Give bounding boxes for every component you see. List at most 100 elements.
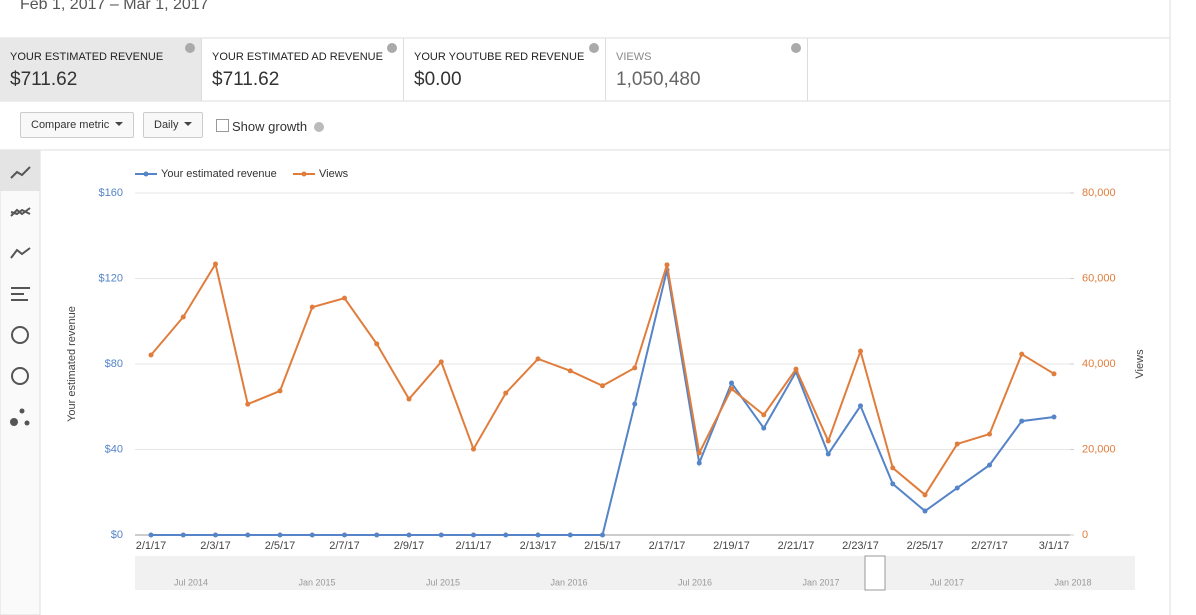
data-point: [890, 481, 896, 487]
data-point: [1051, 414, 1057, 420]
y-tick-label: $0: [111, 529, 123, 541]
x-tick-label: 2/25/17: [907, 540, 944, 552]
data-point: [374, 532, 380, 538]
data-point: [471, 532, 476, 538]
data-point: [954, 441, 960, 447]
help-icon[interactable]: [314, 122, 324, 132]
growth-label[interactable]: Show growth: [232, 119, 308, 134]
data-point: [761, 425, 767, 431]
data-point: [342, 295, 347, 301]
help-icon[interactable]: [589, 43, 599, 53]
data-point: [600, 383, 605, 389]
y2-tick-label: 40,000: [1082, 358, 1116, 370]
data-point: [987, 431, 992, 437]
x-tick-label: 2/27/17: [971, 540, 1008, 552]
data-point: [825, 451, 831, 457]
navigator-label: Jul 2015: [426, 577, 460, 587]
data-point: [277, 388, 283, 394]
series-line: [151, 269, 1055, 536]
y2-tick-label: 0: [1082, 529, 1088, 541]
data-point: [1019, 351, 1025, 357]
card-label: YOUR YOUTUBE RED REVENUE: [414, 51, 585, 63]
data-point: [245, 401, 251, 407]
card-value: 1,050,480: [616, 69, 701, 90]
navigator-label: Jul 2014: [174, 577, 208, 587]
metric-card[interactable]: YOUR ESTIMATED AD REVENUE $711.62: [202, 38, 404, 101]
data-point: [438, 359, 444, 365]
x-tick-label: 2/23/17: [842, 540, 879, 552]
data-point: [148, 532, 154, 538]
x-tick-label: 2/15/17: [584, 540, 621, 552]
navigator-label: Jul 2016: [678, 577, 712, 587]
data-point: [729, 386, 734, 392]
x-tick-label: 2/9/17: [394, 540, 425, 552]
navigator-label: Jul 2017: [930, 577, 964, 587]
metric-card[interactable]: YOUR ESTIMATED REVENUE $711.62: [0, 38, 202, 101]
card-label: VIEWS: [616, 51, 652, 63]
data-point: [342, 532, 347, 538]
series-line: [150, 261, 1055, 497]
navigator-label: Jan 2015: [298, 577, 335, 587]
data-point: [535, 356, 541, 362]
y-axis-title: Your estimated revenue: [66, 306, 78, 422]
data-point: [696, 450, 702, 456]
compare-button[interactable]: Compare metric: [20, 112, 135, 138]
data-point: [471, 446, 476, 452]
data-point: [825, 438, 831, 444]
data-point: [922, 508, 928, 514]
data-point: [632, 401, 638, 407]
data-point: [277, 532, 283, 538]
data-point: [890, 465, 896, 471]
data-point: [858, 348, 863, 354]
data-point: [180, 532, 186, 538]
legend-label: Views: [319, 168, 349, 180]
sidebar-icons: [10, 166, 31, 385]
data-point: [535, 532, 541, 538]
x-tick-label: 2/11/17: [456, 540, 492, 552]
x-tick-label: 2/21/17: [778, 540, 815, 552]
data-point: [503, 390, 509, 396]
y-tick-label: $160: [99, 187, 123, 199]
card-value: $711.62: [10, 69, 78, 90]
data-point: [761, 412, 767, 418]
button-label: Daily: [154, 119, 179, 131]
growth-checkbox[interactable]: [216, 119, 229, 132]
x-tick-label: 3/1/17: [1039, 540, 1070, 552]
navigator-label: Jan 2018: [1054, 577, 1091, 587]
data-point: [406, 532, 412, 538]
button-label: Compare metric: [31, 119, 110, 131]
data-point: [858, 403, 863, 409]
data-point: [954, 485, 960, 491]
data-point: [600, 532, 605, 538]
metric-card[interactable]: YOUR YOUTUBE RED REVENUE $0.00: [404, 38, 606, 101]
data-point: [922, 492, 928, 498]
help-icon[interactable]: [387, 43, 397, 53]
data-point: [309, 532, 315, 538]
interval-button[interactable]: Daily: [143, 112, 204, 138]
data-point: [309, 304, 315, 310]
y-tick-label: $40: [105, 443, 123, 455]
sidebar: [0, 149, 41, 615]
data-point: [729, 380, 734, 386]
card-label: YOUR ESTIMATED REVENUE: [10, 51, 164, 63]
data-point: [567, 368, 573, 374]
y-tick-label: $80: [105, 358, 123, 370]
card-value: $0.00: [414, 69, 462, 90]
x-tick-label: 2/19/17: [713, 540, 750, 552]
data-point: [632, 365, 638, 371]
help-icon[interactable]: [791, 43, 801, 53]
help-icon[interactable]: [185, 43, 195, 53]
data-point: [793, 366, 799, 372]
date-range: Feb 1, 2017 – Mar 1, 2017: [20, 0, 209, 13]
data-point: [180, 314, 186, 320]
data-point: [696, 460, 702, 466]
selected-card-bg: [0, 38, 202, 101]
metric-card[interactable]: VIEWS 1,050,480: [606, 38, 808, 101]
y2-tick-label: 80,000: [1082, 187, 1116, 199]
navigator-label: Jan 2017: [802, 577, 839, 587]
navigator-selection[interactable]: [864, 555, 886, 591]
x-tick-label: 2/13/17: [520, 540, 557, 552]
x-tick-label: 2/17/17: [649, 540, 686, 552]
legend-dot: [301, 171, 307, 177]
